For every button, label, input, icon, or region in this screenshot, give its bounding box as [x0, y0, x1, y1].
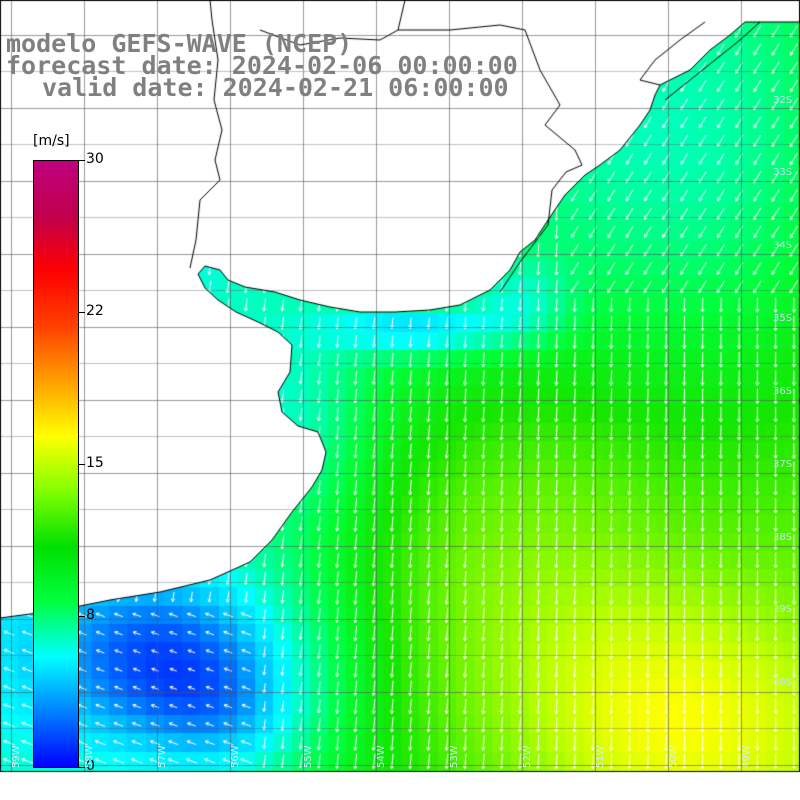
- lon-label: 49W: [741, 745, 752, 768]
- lat-label: 34S: [773, 240, 793, 251]
- lon-label: 50W: [668, 745, 679, 768]
- lon-label: 55W: [303, 745, 314, 768]
- colorbar-tick-30: 30: [86, 151, 104, 167]
- colorbar-tick-0: 0: [86, 758, 95, 774]
- lon-label: 51W: [595, 745, 606, 768]
- colorbar-tick-22: 22: [86, 303, 104, 319]
- colorbar-tickmark: [79, 767, 85, 768]
- lat-label: 35S: [773, 313, 793, 324]
- colorbar-tickmark: [79, 160, 85, 161]
- lon-label: 53W: [449, 745, 460, 768]
- title-model: modelo GEFS-WAVE (NCEP): [6, 29, 353, 58]
- title-valid-date: valid date: 2024-02-21 06:00:00: [42, 73, 509, 102]
- colorbar-tickmark: [79, 312, 85, 313]
- lat-label: 40S: [773, 677, 793, 688]
- lon-label: 58W: [84, 745, 95, 768]
- lat-label: 33S: [773, 167, 793, 178]
- lat-label: 38S: [773, 532, 793, 543]
- colorbar-unit: [m/s]: [33, 133, 70, 149]
- colorbar: [33, 160, 79, 768]
- lon-label: 59W: [11, 745, 22, 768]
- colorbar-tick-8: 8: [86, 607, 95, 623]
- lat-label: 39S: [773, 604, 793, 615]
- colorbar-tickmark: [79, 616, 85, 617]
- colorbar-tickmark: [79, 464, 85, 465]
- lat-label: 37S: [773, 459, 793, 470]
- title-forecast-date: forecast date: 2024-02-06 00:00:00: [6, 51, 518, 80]
- colorbar-tick-15: 15: [86, 455, 104, 471]
- lat-label: 36S: [773, 386, 793, 397]
- lon-label: 52W: [522, 745, 533, 768]
- lon-label: 54W: [376, 745, 387, 768]
- lon-label: 56W: [230, 745, 241, 768]
- lat-label: 32S: [773, 95, 793, 106]
- lon-label: 57W: [157, 745, 168, 768]
